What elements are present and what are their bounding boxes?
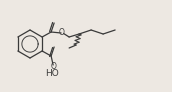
Text: HO: HO: [45, 69, 59, 78]
Text: O: O: [59, 28, 64, 37]
Text: O: O: [50, 62, 56, 71]
